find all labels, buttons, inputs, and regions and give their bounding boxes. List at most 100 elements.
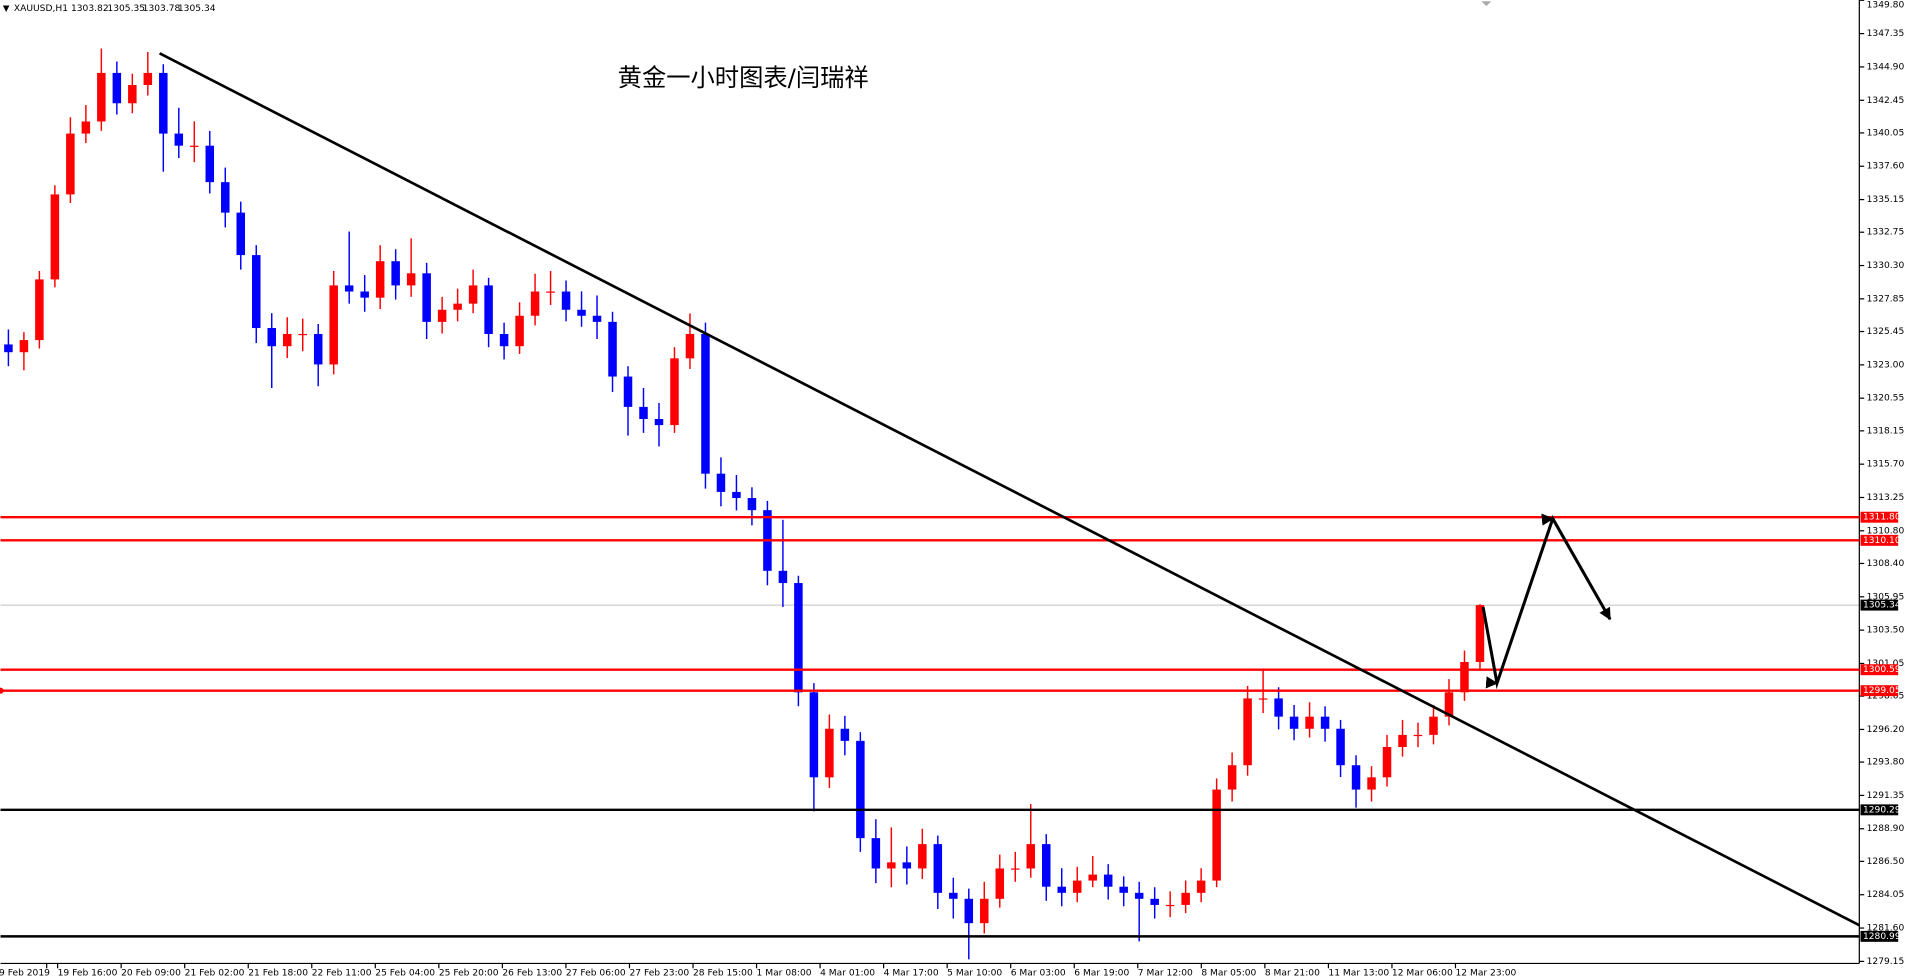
y-tick-label: 1323.00 xyxy=(1867,360,1905,370)
candle-body xyxy=(716,473,726,492)
candle-body xyxy=(468,285,478,304)
y-tick-label: 1281.60 xyxy=(1867,924,1905,934)
candle-body xyxy=(1103,874,1113,887)
y-tick-label: 1330.30 xyxy=(1867,261,1905,271)
y-tick-label: 1279.15 xyxy=(1867,957,1905,967)
candle-body xyxy=(50,194,60,280)
candle-body xyxy=(313,333,323,365)
candle-body xyxy=(205,145,215,183)
y-tick-label: 1288.90 xyxy=(1867,824,1905,834)
y-tick-label: 1298.65 xyxy=(1867,692,1905,702)
candle-body xyxy=(732,491,741,499)
level-label-box xyxy=(1860,804,1899,816)
x-tick-label: 25 Feb 04:00 xyxy=(375,969,435,978)
x-tick-label: 4 Mar 01:00 xyxy=(820,969,875,978)
trendline xyxy=(158,52,1861,927)
chart-title: 黄金一小时图表/闫瑞祥 xyxy=(618,63,869,92)
level-label: 1310.10 xyxy=(1863,536,1901,546)
candle-body xyxy=(159,72,168,134)
level-label-box xyxy=(1860,664,1899,676)
candle-body xyxy=(406,273,416,286)
candle-body xyxy=(1475,605,1485,662)
x-tick-label: 12 Mar 06:00 xyxy=(1392,969,1453,978)
y-tick-label: 1318.15 xyxy=(1867,426,1905,436)
y-tick-label: 1337.60 xyxy=(1867,162,1905,172)
x-tick-label: 19 Feb 16:00 xyxy=(58,969,118,978)
level-marker xyxy=(0,687,4,694)
candle-body xyxy=(515,315,524,347)
candle-body xyxy=(143,72,153,86)
candle-body xyxy=(980,898,989,924)
x-tick-label: 6 Mar 03:00 xyxy=(1011,969,1066,978)
candle-body xyxy=(453,303,462,310)
candle-body xyxy=(1320,716,1330,729)
candle-body xyxy=(1243,698,1252,766)
candle-body xyxy=(329,285,338,365)
x-tick-label: 21 Feb 18:00 xyxy=(248,969,308,978)
y-tick-label: 1296.20 xyxy=(1867,725,1905,735)
candle-body xyxy=(1398,734,1407,747)
plot-layer xyxy=(0,48,1860,960)
y-tick-label: 1320.55 xyxy=(1867,394,1905,404)
candle-body xyxy=(964,898,974,924)
x-tick-label: 27 Feb 06:00 xyxy=(566,969,626,978)
y-tick-label: 1315.70 xyxy=(1867,460,1905,470)
x-tick-label: 8 Mar 05:00 xyxy=(1201,969,1256,978)
current-price-label: 1305.34 xyxy=(1863,601,1901,611)
candle-body xyxy=(1134,892,1144,899)
y-tick-label: 1340.05 xyxy=(1867,128,1905,138)
y-tick-label: 1332.75 xyxy=(1867,228,1905,238)
candle-body xyxy=(1057,886,1066,893)
y-tick-label: 1291.35 xyxy=(1867,791,1905,801)
candle-body xyxy=(592,315,602,322)
candle-body xyxy=(1212,789,1221,881)
candle-body xyxy=(81,121,91,134)
x-tick-label: 12 Mar 23:00 xyxy=(1455,969,1516,978)
y-tick-label: 1342.45 xyxy=(1867,96,1905,106)
candle-body xyxy=(561,291,571,310)
candle-body xyxy=(1429,716,1438,735)
y-tick-label: 1293.80 xyxy=(1867,758,1905,768)
candle-body xyxy=(654,418,664,426)
current-price-box xyxy=(1860,599,1899,611)
candle-body xyxy=(360,291,369,298)
scroll-marker xyxy=(1481,1,1492,7)
candle-body xyxy=(97,72,106,122)
x-tick-label: 5 Mar 10:00 xyxy=(947,969,1002,978)
level-label-box xyxy=(1860,534,1899,546)
candle-body xyxy=(902,862,912,869)
candle-body xyxy=(1181,892,1190,905)
y-tick-label: 1327.85 xyxy=(1867,294,1905,304)
candle-body xyxy=(887,862,896,869)
candle-body xyxy=(1382,746,1392,778)
y-tick-label: 1313.25 xyxy=(1867,493,1905,503)
level-label: 1311.80 xyxy=(1863,513,1901,523)
candle-body xyxy=(1351,765,1361,790)
x-tick-label: 1 Mar 08:00 xyxy=(757,969,812,978)
candle-body xyxy=(530,291,540,316)
candle-body xyxy=(794,583,803,693)
candle-body xyxy=(391,261,400,286)
candle-body xyxy=(856,740,865,839)
candle-body xyxy=(236,212,246,256)
level-label: 1280.99 xyxy=(1863,932,1901,942)
y-tick-label: 1303.50 xyxy=(1867,626,1905,636)
x-tick-label: 22 Feb 11:00 xyxy=(312,969,372,978)
y-tick-label: 1344.90 xyxy=(1867,62,1905,72)
y-tick-label: 1310.80 xyxy=(1867,526,1905,536)
forecast-path xyxy=(1481,513,1612,690)
candle-body xyxy=(267,327,276,347)
candle-body xyxy=(1367,777,1376,790)
candle-body xyxy=(670,358,679,426)
candle-body xyxy=(1150,898,1159,905)
level-label: 1299.05 xyxy=(1863,686,1901,696)
candle-body xyxy=(1413,734,1423,737)
x-tick-label: 26 Feb 13:00 xyxy=(502,969,562,978)
candle-body xyxy=(298,333,307,336)
candle-body xyxy=(344,285,354,292)
candle-body xyxy=(778,570,788,584)
y-tick-label: 1305.95 xyxy=(1867,592,1905,602)
level-label-box xyxy=(1860,511,1899,523)
candle-body xyxy=(375,261,385,298)
